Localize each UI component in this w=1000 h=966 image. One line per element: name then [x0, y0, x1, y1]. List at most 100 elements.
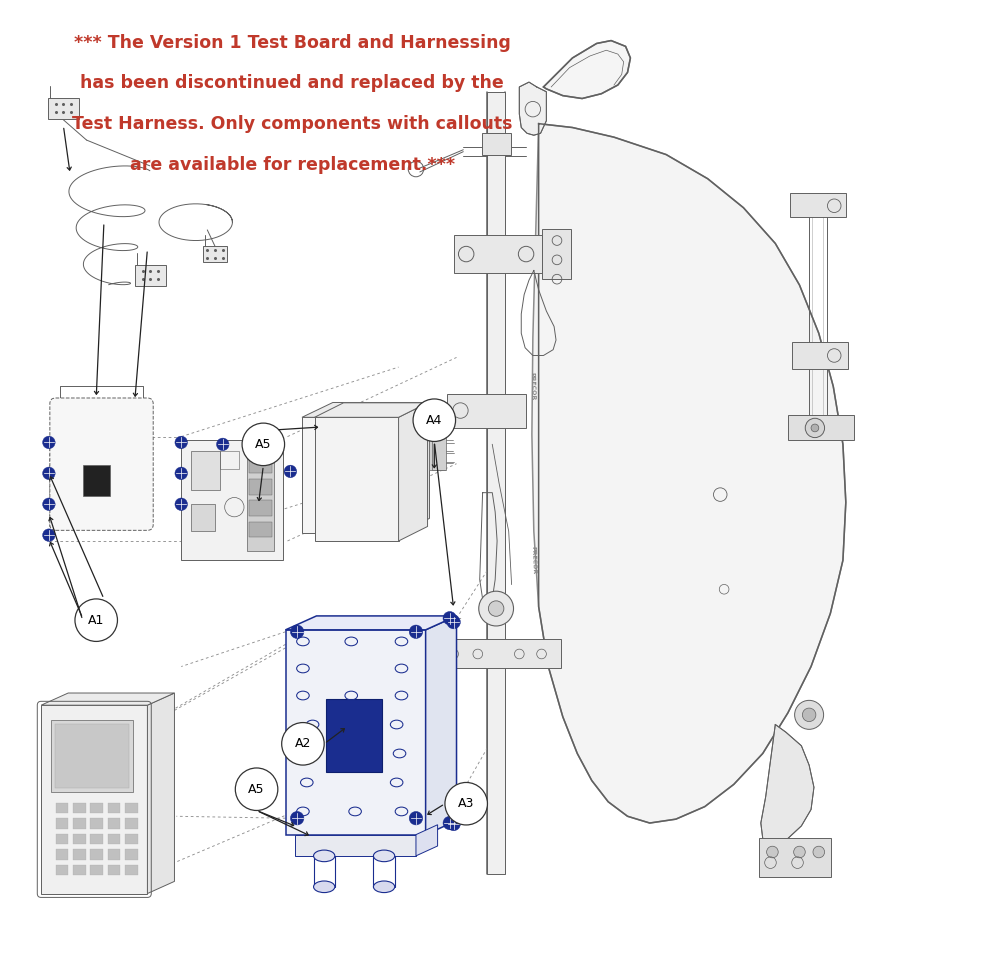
Circle shape: [805, 418, 825, 438]
Text: A5: A5: [248, 782, 265, 796]
Bar: [191, 451, 220, 490]
Bar: [302, 417, 399, 533]
Bar: [249, 479, 272, 495]
Polygon shape: [315, 403, 428, 417]
Bar: [125, 865, 138, 875]
Bar: [135, 265, 166, 286]
Text: PRECOR: PRECOR: [529, 372, 535, 401]
Text: are available for replacement.***: are available for replacement.***: [130, 156, 455, 174]
Polygon shape: [542, 229, 571, 279]
Circle shape: [413, 399, 456, 441]
Bar: [792, 342, 848, 369]
Text: Test Harness. Only components with callouts: Test Harness. Only components with callo…: [72, 115, 513, 133]
Polygon shape: [454, 235, 542, 273]
Bar: [191, 504, 215, 531]
Circle shape: [43, 529, 55, 541]
Bar: [56, 865, 68, 875]
Circle shape: [802, 708, 816, 722]
Circle shape: [445, 782, 487, 825]
Circle shape: [216, 439, 229, 451]
Polygon shape: [543, 41, 630, 99]
Polygon shape: [399, 403, 428, 541]
Circle shape: [447, 615, 460, 629]
Bar: [249, 522, 272, 537]
Circle shape: [175, 468, 187, 479]
Bar: [108, 849, 120, 860]
Bar: [90, 818, 103, 829]
Circle shape: [235, 768, 278, 810]
Circle shape: [443, 816, 457, 830]
Bar: [249, 500, 272, 516]
Bar: [73, 849, 86, 860]
Bar: [790, 193, 846, 217]
Bar: [48, 98, 79, 119]
Text: has been discontinued and replaced by the: has been discontinued and replaced by th…: [80, 74, 504, 93]
Bar: [108, 803, 120, 813]
Polygon shape: [761, 724, 814, 842]
Bar: [56, 834, 68, 844]
Text: A5: A5: [255, 438, 272, 451]
Bar: [108, 865, 120, 875]
Polygon shape: [41, 693, 174, 705]
Circle shape: [409, 625, 423, 639]
Bar: [315, 417, 399, 541]
Bar: [73, 818, 86, 829]
Circle shape: [75, 599, 117, 641]
Text: *** The Version 1 Test Board and Harnessing: *** The Version 1 Test Board and Harness…: [74, 34, 511, 52]
Circle shape: [795, 700, 824, 729]
Bar: [125, 818, 138, 829]
Circle shape: [813, 846, 825, 858]
Bar: [90, 834, 103, 844]
Text: A2: A2: [295, 737, 311, 751]
Text: PRECOR: PRECOR: [531, 546, 537, 575]
Circle shape: [479, 591, 514, 626]
Circle shape: [794, 846, 805, 858]
Bar: [788, 415, 854, 440]
Circle shape: [175, 498, 187, 510]
Bar: [51, 720, 133, 792]
Polygon shape: [429, 432, 445, 470]
Bar: [90, 849, 103, 860]
Polygon shape: [532, 124, 846, 823]
Circle shape: [43, 498, 55, 510]
Bar: [125, 803, 138, 813]
Polygon shape: [426, 616, 457, 835]
Bar: [181, 440, 283, 560]
Circle shape: [488, 601, 504, 616]
Polygon shape: [399, 403, 429, 533]
Bar: [56, 849, 68, 860]
Ellipse shape: [373, 881, 395, 893]
Polygon shape: [519, 82, 546, 135]
Polygon shape: [302, 403, 429, 417]
Bar: [73, 834, 86, 844]
Circle shape: [443, 611, 457, 625]
Ellipse shape: [373, 850, 395, 862]
Ellipse shape: [314, 850, 335, 862]
Circle shape: [282, 723, 324, 765]
Circle shape: [767, 846, 778, 858]
Polygon shape: [432, 436, 446, 470]
Bar: [56, 803, 68, 813]
Circle shape: [43, 437, 55, 448]
Bar: [220, 451, 239, 469]
Polygon shape: [434, 639, 561, 668]
Bar: [125, 849, 138, 860]
Circle shape: [43, 468, 55, 479]
Bar: [41, 705, 147, 894]
Polygon shape: [447, 394, 526, 428]
Bar: [487, 92, 505, 874]
Circle shape: [284, 466, 297, 478]
Circle shape: [175, 437, 187, 448]
Bar: [203, 246, 227, 262]
Circle shape: [409, 811, 423, 825]
Circle shape: [290, 625, 304, 639]
Bar: [125, 834, 138, 844]
Text: A4: A4: [426, 413, 442, 427]
Bar: [90, 865, 103, 875]
Bar: [73, 803, 86, 813]
Bar: [108, 834, 120, 844]
Bar: [108, 818, 120, 829]
Bar: [482, 133, 511, 155]
Bar: [247, 454, 274, 551]
Circle shape: [290, 811, 304, 825]
